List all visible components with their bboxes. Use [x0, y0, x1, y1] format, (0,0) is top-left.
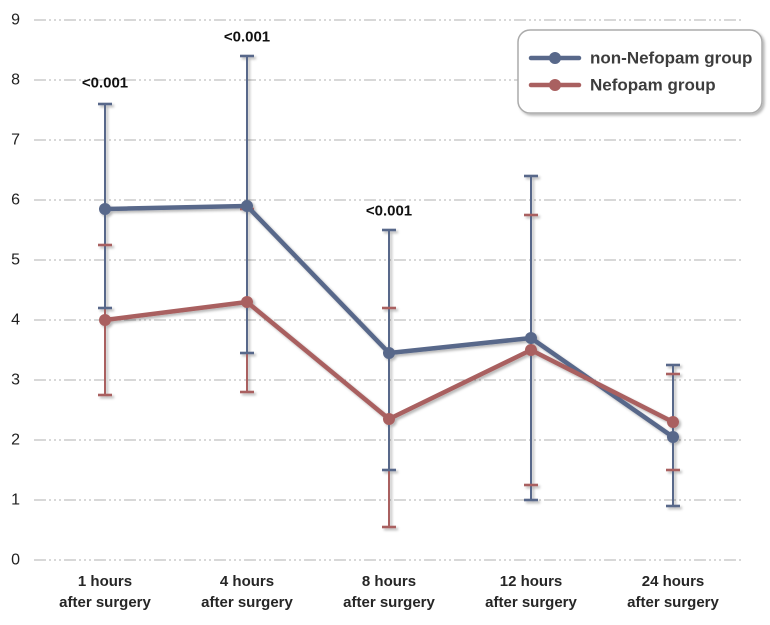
legend-swatch-marker-non-nefopam-group — [549, 52, 561, 64]
data-point-nefopam-group-1 — [241, 296, 253, 308]
plot-elements — [98, 54, 680, 529]
data-point-nefopam-group-4 — [667, 416, 679, 428]
y-tick-label-6: 6 — [11, 192, 20, 209]
y-tick-label-8: 8 — [11, 72, 20, 89]
data-point-nefopam-group-3 — [525, 344, 537, 356]
y-tick-label-2: 2 — [11, 432, 20, 449]
x-tick-label-1-hours: 1 hours after surgery — [59, 573, 151, 611]
y-tick-label-9: 9 — [11, 12, 20, 29]
x-tick-label-12-hours: 12 hours after surgery — [485, 573, 577, 611]
series-nefopam-group — [99, 296, 679, 428]
y-tick-label-3: 3 — [11, 372, 20, 389]
data-point-nefopam-group-2 — [383, 413, 395, 425]
data-point-non-nefopam-group-3 — [525, 332, 537, 344]
data-point-non-nefopam-group-0 — [99, 203, 111, 215]
x-axis-labels: 1 hours after surgery 4 hours after surgery… — [59, 573, 719, 611]
legend-item-nefopam-group: Nefopam group — [528, 76, 716, 95]
x-tick-label-8-hours: 8 hours after surgery — [343, 573, 435, 611]
annotations: <0.001 <0.001 <0.001 — [82, 28, 412, 219]
y-tick-label-7: 7 — [11, 132, 20, 149]
series-non-nefopam-group — [99, 200, 679, 443]
data-point-non-nefopam-group-1 — [241, 200, 253, 212]
y-tick-label-5: 5 — [11, 252, 20, 269]
legend: non-Nefopam group Nefopam group — [517, 29, 763, 114]
legend-item-non-nefopam-group: non-Nefopam group — [528, 49, 752, 68]
x-tick-label-4-hours: 4 hours after surgery — [201, 573, 293, 611]
legend-label-nefopam-group: Nefopam group — [590, 76, 716, 95]
p-value-annotation-0: <0.001 — [82, 75, 128, 92]
x-tick-label-24-hours: 24 hours after surgery — [627, 573, 719, 611]
data-point-non-nefopam-group-4 — [667, 431, 679, 443]
legend-box — [517, 29, 763, 114]
p-value-annotation-1: <0.001 — [224, 28, 270, 45]
p-value-annotation-2: <0.001 — [366, 202, 412, 219]
legend-label-non-nefopam-group: non-Nefopam group — [590, 49, 752, 68]
y-tick-label-1: 1 — [11, 492, 20, 509]
y-tick-label-4: 4 — [11, 312, 20, 329]
legend-swatch-marker-nefopam-group — [549, 79, 561, 91]
y-tick-label-0: 0 — [11, 552, 20, 569]
y-axis-labels: 0 1 2 3 4 5 6 7 8 9 — [11, 12, 20, 569]
data-point-nefopam-group-0 — [99, 314, 111, 326]
data-point-non-nefopam-group-2 — [383, 347, 395, 359]
